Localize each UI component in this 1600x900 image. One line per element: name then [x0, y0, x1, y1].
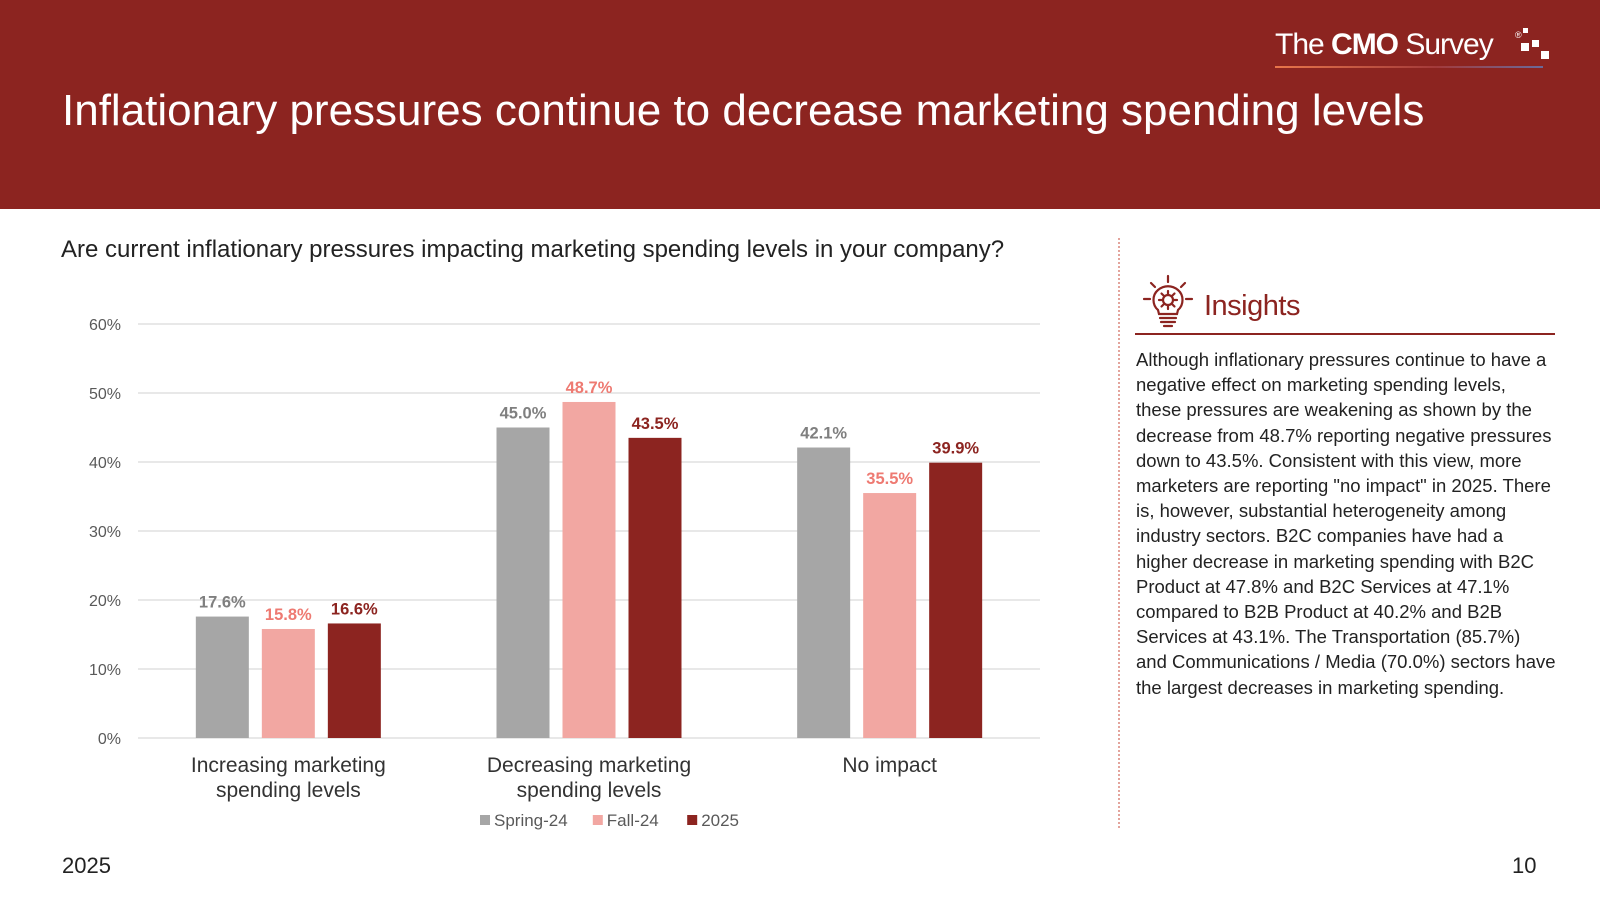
- insights-underline: [1135, 333, 1555, 335]
- bar: [327, 623, 381, 738]
- cmo-survey-logo: The CMO Survey ®: [1275, 28, 1565, 68]
- y-tick-label: 50%: [89, 386, 121, 403]
- data-label: 43.5%: [632, 415, 679, 433]
- category-label: Increasing marketing: [191, 754, 386, 777]
- y-tick-label: 60%: [89, 317, 121, 334]
- y-tick-label: 40%: [89, 455, 121, 472]
- footer-year: 2025: [62, 853, 111, 878]
- logo-text: The CMO Survey: [1275, 28, 1494, 62]
- category-label: spending levels: [216, 779, 361, 802]
- bar: [195, 616, 249, 738]
- logo-text-the: The: [1275, 28, 1332, 61]
- y-tick-label: 20%: [89, 593, 121, 610]
- logo-text-survey: Survey: [1398, 28, 1493, 61]
- page-title: Inflationary pressures continue to decre…: [62, 86, 1425, 135]
- survey-question: Are current inflationary pressures impac…: [61, 236, 1005, 263]
- legend-swatch: [687, 815, 698, 825]
- logo-square: [1541, 51, 1549, 59]
- logo-square: [1532, 40, 1539, 47]
- y-tick-label: 30%: [89, 524, 121, 541]
- legend-swatch: [592, 815, 603, 825]
- bar: [628, 437, 682, 738]
- bar: [496, 427, 550, 738]
- category-label: spending levels: [517, 779, 662, 802]
- legend-label: Spring-24: [494, 811, 568, 830]
- bar-chart: 0% 10% 20% 30% 40% 50% 60% 17.6% 15.8% 16.6% Incre…: [89, 317, 1040, 830]
- logo-square: [1523, 28, 1528, 33]
- bar: [929, 462, 983, 738]
- bar: [562, 401, 616, 738]
- section-divider: [1118, 238, 1120, 828]
- insights-title: Insights: [1204, 290, 1300, 322]
- logo-text-cmo: CMO: [1331, 28, 1399, 61]
- data-label: 16.6%: [331, 600, 378, 618]
- data-label: 39.9%: [932, 440, 979, 458]
- bar: [863, 493, 917, 738]
- bar: [797, 447, 851, 738]
- legend-label: 2025: [701, 811, 739, 830]
- data-label: 15.8%: [265, 606, 312, 624]
- data-label: 42.1%: [800, 425, 847, 443]
- bar: [261, 628, 315, 738]
- title-banner: Inflationary pressures continue to decre…: [0, 0, 1600, 209]
- category-label: Decreasing marketing: [487, 754, 691, 777]
- data-label: 35.5%: [866, 470, 913, 488]
- registered-mark: ®: [1515, 30, 1522, 40]
- data-label: 45.0%: [500, 405, 547, 423]
- page-number: 10: [1512, 853, 1537, 878]
- y-tick-label: 10%: [89, 662, 121, 679]
- category-label: No impact: [842, 754, 937, 777]
- data-label: 48.7%: [566, 379, 613, 397]
- legend-label: Fall-24: [607, 811, 659, 830]
- lightbulb-gear-icon: [1142, 274, 1194, 328]
- logo-square: [1521, 43, 1529, 51]
- y-tick-label: 0%: [98, 731, 121, 748]
- insights-text: Although inflationary pressures continue…: [1136, 349, 1556, 698]
- legend-swatch: [480, 815, 490, 825]
- logo-underline: [1275, 66, 1543, 68]
- data-label: 17.6%: [199, 594, 246, 612]
